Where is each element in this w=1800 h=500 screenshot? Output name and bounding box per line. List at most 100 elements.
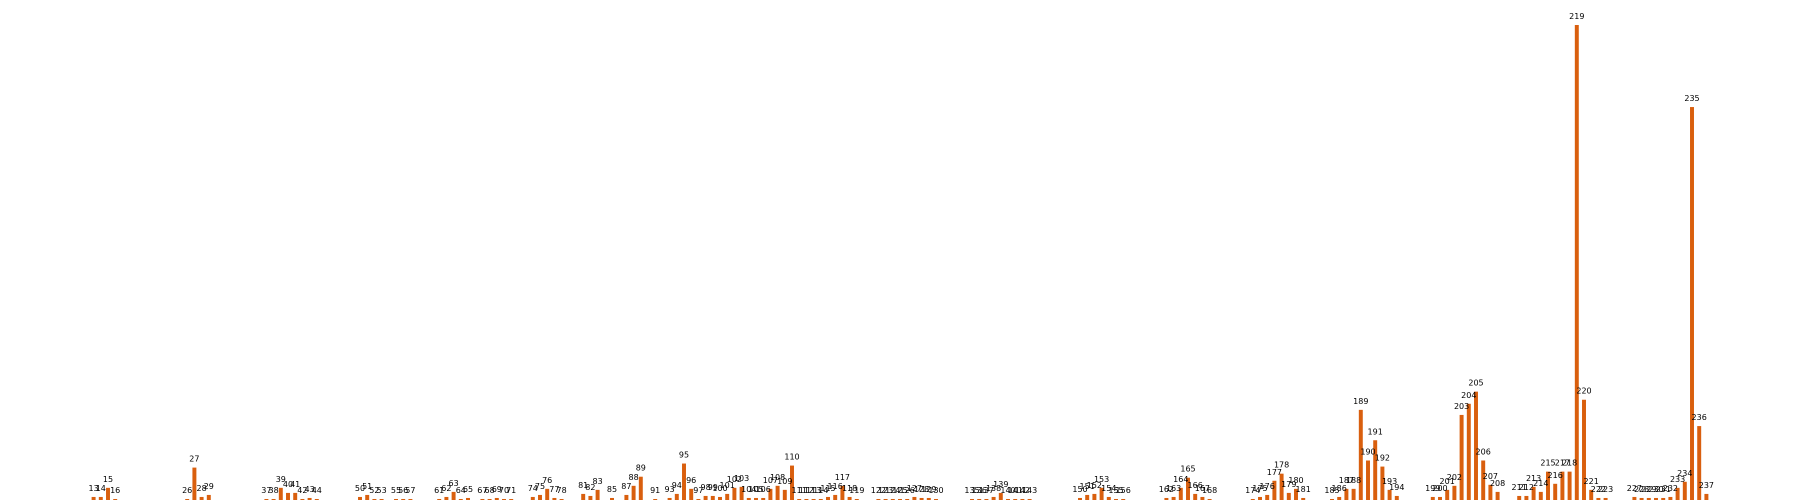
bar-label-105: 105 xyxy=(748,485,763,494)
bar-label-109: 109 xyxy=(777,477,792,486)
bar-label-175: 175 xyxy=(1252,484,1267,493)
bar-label-236: 236 xyxy=(1692,413,1707,422)
bar-27 xyxy=(192,467,197,500)
bar-53 xyxy=(379,498,384,500)
bar-106 xyxy=(761,497,766,500)
bar-186 xyxy=(1337,496,1342,500)
bar-label-221: 221 xyxy=(1584,477,1599,486)
bar-94 xyxy=(674,493,679,500)
bar-label-228: 228 xyxy=(1634,485,1649,494)
bar-216 xyxy=(1553,483,1558,500)
bar-220 xyxy=(1582,399,1586,500)
bar-52 xyxy=(372,498,377,500)
bar-82 xyxy=(588,495,593,500)
bar-204 xyxy=(1466,403,1471,500)
bar-label-15: 15 xyxy=(103,475,113,484)
bar-label-50: 50 xyxy=(355,484,365,493)
bar-167 xyxy=(1200,496,1205,500)
bar-label-187: 187 xyxy=(1339,476,1354,485)
bar-label-43: 43 xyxy=(305,485,315,494)
bar-177 xyxy=(1272,480,1277,500)
bar-label-227: 227 xyxy=(1627,484,1642,493)
bar-label-199: 199 xyxy=(1425,484,1440,493)
bar-176 xyxy=(1265,494,1270,500)
bar-label-140: 140 xyxy=(1000,486,1015,495)
bar-label-68: 68 xyxy=(485,486,495,495)
bar-140 xyxy=(1006,498,1010,500)
bar-label-113: 113 xyxy=(806,486,821,495)
bar-label-219: 219 xyxy=(1569,12,1584,21)
bar-label-216: 216 xyxy=(1548,471,1563,480)
bar-85 xyxy=(610,497,614,500)
bar-44 xyxy=(314,498,319,500)
bar-76 xyxy=(545,488,550,500)
bar-151 xyxy=(1085,494,1090,500)
bar-label-93: 93 xyxy=(665,485,675,494)
bar-156 xyxy=(1121,498,1126,500)
bar-label-180: 180 xyxy=(1288,476,1303,485)
bar-50 xyxy=(358,496,362,500)
bar-14 xyxy=(98,496,103,500)
bar-74 xyxy=(530,496,535,500)
bar-label-82: 82 xyxy=(585,483,595,492)
bar-190 xyxy=(1366,460,1370,500)
bar-label-83: 83 xyxy=(593,477,603,486)
bar-label-98: 98 xyxy=(701,483,711,492)
bar-label-168: 168 xyxy=(1202,486,1217,495)
bar-label-156: 156 xyxy=(1116,486,1131,495)
bar-42 xyxy=(300,498,305,500)
bar-95 xyxy=(682,463,686,500)
bar-107 xyxy=(768,488,773,500)
bar-152 xyxy=(1092,493,1097,500)
bar-87 xyxy=(624,494,629,500)
bar-label-129: 129 xyxy=(921,485,936,494)
bar-label-192: 192 xyxy=(1375,454,1390,463)
bar-label-128: 128 xyxy=(914,485,929,494)
bar-label-44: 44 xyxy=(312,486,322,495)
bar-166 xyxy=(1193,493,1198,500)
bar-label-111: 111 xyxy=(792,486,807,495)
bar-174 xyxy=(1250,498,1255,500)
bar-114 xyxy=(818,498,823,500)
bar-label-151: 151 xyxy=(1080,482,1095,491)
bar-label-119: 119 xyxy=(849,486,864,495)
bar-178 xyxy=(1279,473,1284,500)
bar-label-123: 123 xyxy=(878,486,893,495)
bar-label-96: 96 xyxy=(686,476,696,485)
bar-label-229: 229 xyxy=(1641,485,1656,494)
bar-label-189: 189 xyxy=(1353,397,1368,406)
bar-37 xyxy=(264,498,269,500)
bar-label-63: 63 xyxy=(449,479,459,488)
bar-label-61: 61 xyxy=(434,486,444,495)
bar-105 xyxy=(754,497,758,500)
bar-193 xyxy=(1387,489,1392,500)
bar-label-237: 237 xyxy=(1699,481,1714,490)
bar-180 xyxy=(1294,488,1298,500)
bar-93 xyxy=(667,497,672,500)
bar-136 xyxy=(977,498,982,500)
bar-label-207: 207 xyxy=(1483,472,1498,481)
bar-124 xyxy=(890,498,895,500)
bar-label-71: 71 xyxy=(506,486,516,495)
bar-218 xyxy=(1567,471,1572,500)
bar-203 xyxy=(1459,414,1464,500)
bar-label-174: 174 xyxy=(1245,486,1260,495)
bar-199 xyxy=(1430,496,1435,500)
bar-label-122: 122 xyxy=(871,486,886,495)
bar-185 xyxy=(1330,498,1334,500)
bar-75 xyxy=(538,494,542,500)
bar-138 xyxy=(991,496,996,500)
bar-label-154: 154 xyxy=(1101,484,1116,493)
bar-61 xyxy=(437,498,442,500)
bar-187 xyxy=(1344,488,1349,500)
bar-102 xyxy=(732,487,737,500)
bar-label-125: 125 xyxy=(892,486,907,495)
bar-label-211: 211 xyxy=(1512,483,1527,492)
bar-38 xyxy=(271,498,276,500)
bar-label-233: 233 xyxy=(1670,475,1685,484)
bar-label-194: 194 xyxy=(1389,483,1404,492)
bar-165 xyxy=(1186,477,1190,500)
bar-118 xyxy=(847,496,852,500)
bar-119 xyxy=(854,498,859,500)
bar-label-200: 200 xyxy=(1432,484,1447,493)
